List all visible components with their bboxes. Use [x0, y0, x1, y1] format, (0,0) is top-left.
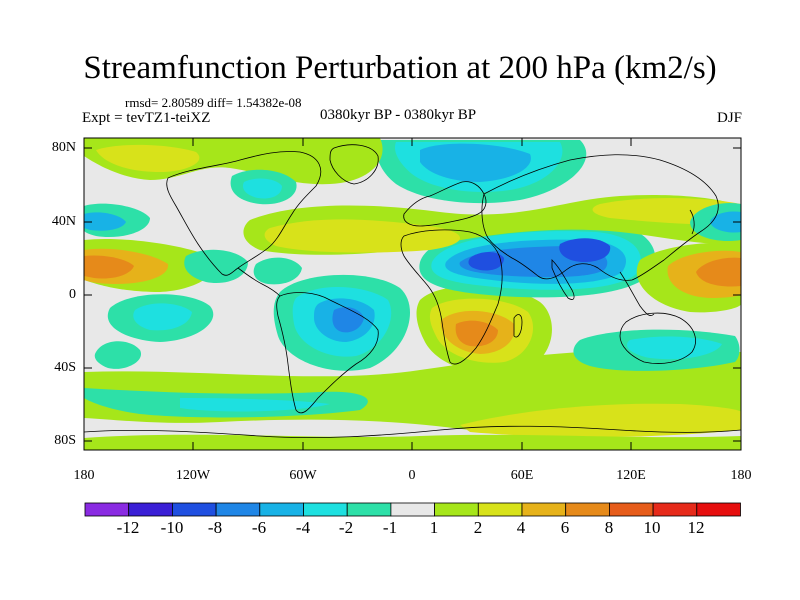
colorbar-label: -8: [207, 518, 223, 537]
colorbar-swatch: [434, 502, 479, 517]
madagascar-coast: [513, 314, 523, 338]
colorbar: [84, 502, 741, 517]
x-tick-label-120w: 120W: [175, 468, 211, 483]
se-pacific-negative-inner: [626, 336, 722, 360]
colorbar-swatch: [390, 502, 435, 517]
x-tick-marks: [83, 138, 632, 450]
colorbar-swatch: [346, 502, 392, 517]
eurasia-positive-band-2: [264, 219, 460, 253]
colorbar-swatch: [609, 502, 654, 517]
colorbar-label: 10: [643, 518, 661, 537]
colorbar-label: -2: [338, 518, 354, 537]
arctic-negative-core: [420, 143, 531, 182]
colorbar-label: 2: [473, 518, 483, 537]
experiment-label: Expt = tevTZ1-teiXZ: [82, 110, 211, 126]
australia-coast: [619, 312, 696, 364]
x-tick-label-180w: 180: [73, 468, 95, 483]
x-tick-label-60e: 60E: [510, 468, 534, 483]
colorbar-swatch: [696, 502, 741, 517]
north-pacific-negative-west-core: [84, 212, 126, 231]
colorbar-swatch: [521, 502, 567, 517]
japan-coast: [689, 209, 695, 235]
y-tick-marks: [84, 147, 741, 442]
india-coast: [551, 259, 575, 300]
canada-negative-core: [242, 178, 282, 199]
coastlines: [84, 144, 741, 439]
y-tick-label-40n: 40N: [51, 214, 76, 229]
colorbar-label: 12: [687, 518, 705, 537]
south-positive-inner: [460, 403, 741, 438]
colorbar-swatch: [259, 502, 304, 517]
pacific-tropical-negative-inner: [133, 303, 192, 331]
north-pacific-negative-east-core: [710, 211, 741, 233]
colorbar-swatch: [128, 502, 173, 517]
tropical-pacific-positive-west-core: [84, 255, 134, 279]
north-america-coast: [166, 151, 322, 276]
colorbar-label: -1: [382, 518, 398, 537]
arabia-negative-core: [468, 252, 504, 271]
greenland-coast: [329, 144, 379, 185]
colorbar-label: 8: [604, 518, 614, 537]
colorbar-label: 4: [516, 518, 526, 537]
colorbar-label: -10: [160, 518, 184, 537]
colorbar-label: -4: [295, 518, 311, 537]
season-label: DJF: [716, 110, 742, 126]
x-tick-label-60w: 60W: [289, 468, 317, 483]
colorbar-label: 6: [560, 518, 570, 537]
x-tick-label-0: 0: [408, 468, 416, 483]
colorbar-swatch: [477, 502, 523, 517]
antarctica-coast: [84, 425, 741, 439]
tropical-pacific-positive-east-core: [696, 257, 741, 287]
streamfunction-field: [84, 138, 741, 450]
central-pacific-negative: [184, 249, 248, 284]
central-america-coast: [237, 267, 281, 297]
colorbar-swatch: [84, 502, 130, 517]
colorbar-swatch: [652, 502, 698, 517]
colorbar-swatch: [171, 502, 217, 517]
south-america-coast: [276, 292, 379, 414]
south-neg-inner: [180, 398, 330, 412]
southeast-asia-coast: [619, 271, 655, 316]
colorbar-swatch: [565, 502, 610, 517]
colorbar-label: 1: [429, 518, 439, 537]
south-atlantic-negative-core: [332, 307, 364, 333]
asia-negative-core: [559, 238, 611, 262]
south-pacific-negative: [94, 341, 142, 369]
y-tick-label-40s: 40S: [54, 360, 76, 375]
caribbean-negative: [253, 257, 302, 285]
colorbar-label: -6: [251, 518, 267, 537]
y-tick-label-0: 0: [69, 287, 76, 302]
y-tick-label-80s: 80S: [54, 433, 76, 448]
map-title: Streamfunction Perturbation at 200 hPa (…: [83, 50, 717, 86]
colorbar-swatch: [215, 502, 261, 517]
rmsd-diff-stats: rmsd= 2.80589 diff= 1.54382e-08: [125, 95, 302, 110]
colorbar-swatch: [303, 502, 348, 517]
x-tick-label-180e: 180: [730, 468, 752, 483]
asia-coast: [481, 154, 719, 281]
x-tick-label-120e: 120E: [616, 468, 646, 483]
europe-coast: [403, 181, 487, 227]
na-high-lat-positive-2: [96, 144, 200, 172]
y-tick-label-80n: 80N: [51, 140, 76, 155]
period-label: 0380kyr BP - 0380kyr BP: [320, 107, 477, 123]
africa-coast: [400, 229, 503, 365]
colorbar-label: -12: [116, 518, 140, 537]
